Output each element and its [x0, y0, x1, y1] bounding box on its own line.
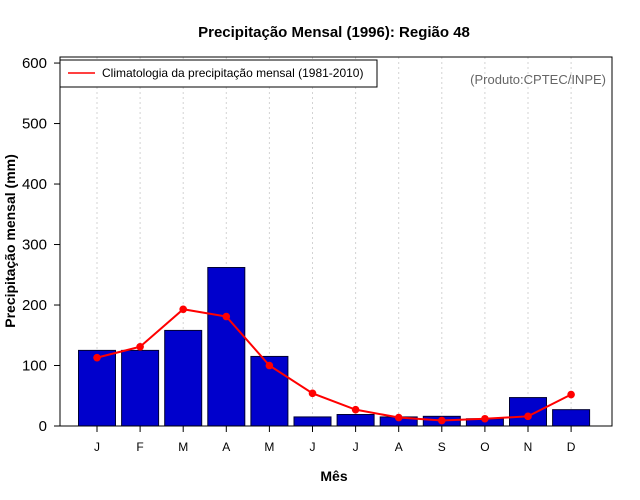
legend-box — [59, 59, 378, 88]
climatology-point-3 — [179, 305, 187, 314]
climatology-point-7 — [351, 405, 360, 414]
climatology-point-5 — [265, 361, 274, 370]
bar-1 — [78, 349, 116, 427]
x-tick-label: M — [178, 440, 188, 454]
x-tick-label: A — [222, 440, 230, 454]
x-tick-label: D — [567, 440, 576, 454]
bar-12 — [552, 409, 591, 427]
legend: Climatologia da precipitação mensal (198… — [59, 59, 378, 88]
climatology-point-2 — [136, 342, 144, 351]
bar-5 — [250, 355, 289, 427]
plot-frame — [59, 56, 613, 427]
grid-lines — [96, 57, 572, 426]
x-tick-label: O — [480, 440, 489, 454]
x-tick-label: J — [310, 440, 316, 454]
y-tick-label: 0 — [39, 418, 47, 435]
x-tick-label: A — [395, 440, 403, 454]
climatology-point-8 — [394, 413, 403, 422]
product-credit: (Produto:CPTEC/INPE) — [470, 72, 606, 87]
climatology-point-11 — [524, 412, 532, 421]
y-tick-label: 100 — [22, 358, 47, 375]
y-tick-label: 200 — [22, 297, 47, 314]
x-tick-label: N — [524, 440, 533, 454]
legend-label: Climatologia da precipitação mensal (198… — [102, 66, 363, 80]
x-tick-label: J — [94, 440, 100, 454]
bar-7 — [336, 414, 375, 427]
bar-2 — [121, 349, 160, 427]
x-tick-label: M — [264, 440, 274, 454]
climatology-point-12 — [567, 390, 575, 399]
climatology-point-6 — [308, 389, 317, 398]
climatology-point-10 — [481, 414, 489, 423]
x-tick-label: F — [136, 440, 143, 454]
y-tick-label: 500 — [22, 116, 47, 133]
climatology-series — [93, 305, 575, 425]
climatology-point-4 — [222, 312, 231, 321]
chart-title: Precipitação Mensal (1996): Região 48 — [198, 24, 470, 41]
y-axis-label: Precipitação mensal (mm) — [2, 154, 18, 328]
bar-4 — [207, 267, 246, 427]
climatology-point-9 — [438, 416, 446, 425]
y-tick-label: 300 — [22, 237, 47, 254]
y-axis: 0 100 200 300 400 500 600 — [22, 55, 60, 435]
x-axis-label: Mês — [320, 468, 347, 484]
y-tick-label: 400 — [22, 176, 47, 193]
x-tick-label: S — [438, 440, 446, 454]
y-tick-label: 600 — [22, 55, 47, 72]
climatology-point-1 — [93, 353, 101, 362]
x-tick-label: J — [353, 440, 359, 454]
climatology-line — [96, 308, 572, 422]
bar-3 — [164, 329, 203, 427]
bar-6 — [293, 416, 332, 427]
bar-11 — [509, 397, 547, 427]
